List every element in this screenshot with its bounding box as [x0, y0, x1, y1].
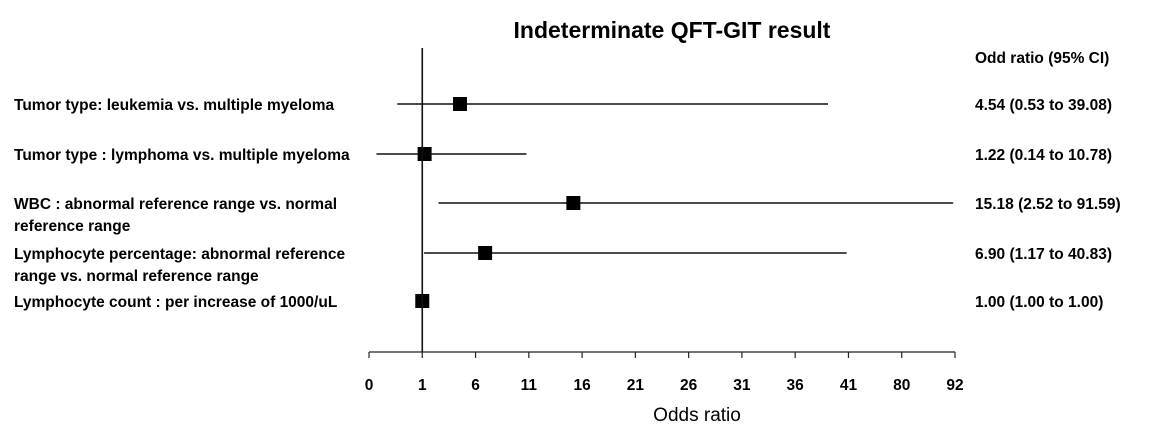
ci-value-text: 4.54 (0.53 to 39.08) [975, 97, 1112, 114]
forest-row: Tumor type : lymphoma vs. multiple myelo… [14, 147, 1112, 164]
x-tick-label: 92 [946, 377, 963, 394]
forest-row: Lymphocyte percentage: abnormal referenc… [14, 246, 1112, 285]
ci-value-text: 1.22 (0.14 to 10.78) [975, 147, 1112, 164]
point-estimate [452, 97, 467, 111]
row-label: Lymphocyte percentage: abnormal referenc… [14, 246, 345, 263]
forest-row: Tumor type: leukemia vs. multiple myelom… [14, 97, 1112, 114]
row-label: Tumor type: leukemia vs. multiple myelom… [14, 97, 335, 114]
x-tick-label: 31 [733, 377, 751, 394]
x-tick-label: 6 [471, 377, 480, 394]
row-label: Lymphocyte count : per increase of 1000/… [14, 294, 337, 311]
x-tick-label: 21 [627, 377, 645, 394]
x-axis: 0 1 6 11 16 21 26 31 36 41 80 92 [365, 48, 964, 394]
x-tick-label: 16 [573, 377, 591, 394]
ci-value-text: 15.18 (2.52 to 91.59) [975, 196, 1121, 213]
ci-value-text: 1.00 (1.00 to 1.00) [975, 294, 1103, 311]
x-tick-label: 36 [787, 377, 805, 394]
point-estimate [478, 246, 493, 260]
chart-title: Indeterminate QFT-GIT result [514, 17, 831, 43]
x-tick-label: 0 [365, 377, 374, 394]
x-tick-label: 26 [680, 377, 698, 394]
point-estimate [417, 147, 432, 161]
ci-column-header: Odd ratio (95% CI) [975, 50, 1109, 67]
x-axis-title: Odds ratio [653, 405, 741, 426]
point-estimate [566, 196, 581, 210]
row-label: range vs. normal reference range [14, 268, 259, 285]
forest-row: Lymphocyte count : per increase of 1000/… [14, 294, 1103, 311]
row-label: reference range [14, 218, 131, 235]
ci-value-text: 6.90 (1.17 to 40.83) [975, 246, 1112, 263]
x-tick-label: 1 [418, 377, 427, 394]
row-label: WBC : abnormal reference range vs. norma… [14, 196, 337, 213]
row-label: Tumor type : lymphoma vs. multiple myelo… [14, 147, 350, 164]
rows-layer: Tumor type: leukemia vs. multiple myelom… [14, 97, 1121, 311]
x-tick-label: 11 [521, 377, 538, 394]
forest-row: WBC : abnormal reference range vs. norma… [14, 196, 1121, 235]
x-tick-label: 80 [893, 377, 910, 394]
x-tick-label: 41 [840, 377, 858, 394]
